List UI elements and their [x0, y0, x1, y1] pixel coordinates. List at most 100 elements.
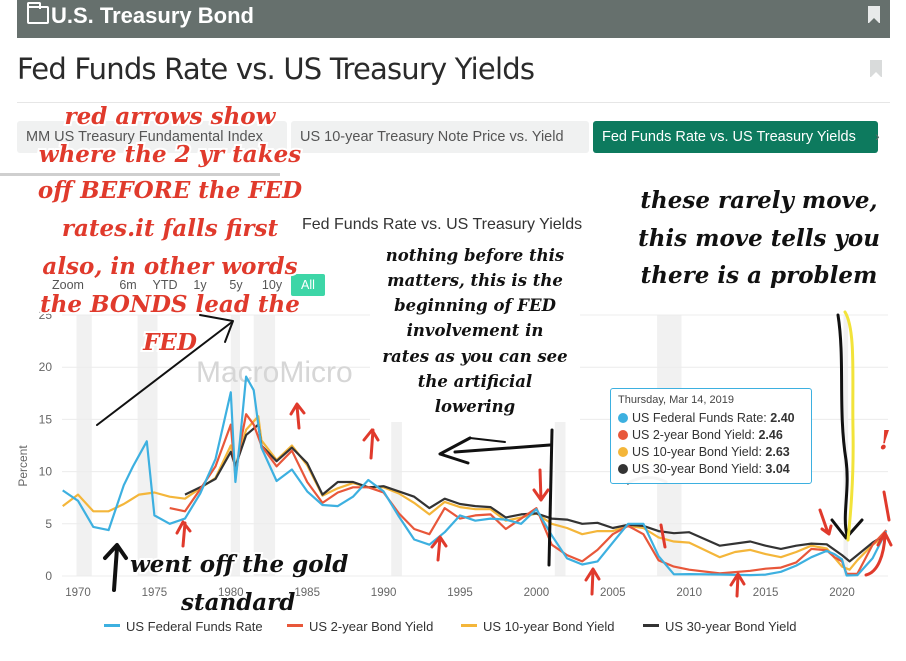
bookmark-icon[interactable] — [868, 6, 880, 24]
bookmark-icon[interactable] — [870, 60, 882, 78]
x-tick-label: 2005 — [600, 587, 626, 599]
red-arrow — [882, 490, 891, 522]
tooltip-label: US 30-year Bond Yield: — [632, 462, 766, 476]
red-arrow — [729, 572, 746, 598]
y-tick-label: 20 — [39, 360, 53, 374]
red-arrow — [864, 531, 893, 577]
tooltip-label: US Federal Funds Rate: — [632, 411, 771, 425]
annotation-line — [547, 428, 554, 567]
annotation-arrow — [199, 314, 234, 343]
divider — [17, 102, 890, 103]
annotation-text: went off the gold — [130, 551, 348, 578]
zoom-1y-button[interactable]: 1y — [193, 278, 207, 292]
watermark-text: MacroMicro — [196, 356, 353, 389]
series-line-0 — [62, 375, 888, 577]
red-arrow — [659, 523, 667, 549]
annotation-arrow — [469, 437, 506, 443]
x-tick-label: 1990 — [371, 587, 397, 599]
tooltip-label: US 10-year Bond Yield: — [632, 445, 766, 459]
x-tick-label: 2000 — [524, 587, 550, 599]
zoom-all-button[interactable]: All — [291, 274, 325, 296]
legend-item-10-year[interactable]: US 10-year Bond Yield — [461, 619, 615, 634]
recession-band — [76, 315, 92, 576]
red-arrow — [289, 402, 306, 430]
annotation-text: where the 2 yr takes — [39, 141, 301, 168]
legend-item-30-year[interactable]: US 30-year Bond Yield — [643, 619, 797, 634]
annotation-text: the BONDS lead the — [40, 291, 300, 318]
annotation-text: matters, this is the — [387, 271, 563, 290]
zoom-ytd-button[interactable]: YTD — [152, 278, 178, 292]
divider — [0, 173, 280, 176]
annotation-text: FED — [142, 329, 197, 356]
tab-mm-us-treasury-fundamental-index[interactable]: MM US Treasury Fundamental Index — [17, 121, 287, 153]
y-axis-label: Percent — [16, 445, 30, 487]
x-tick-label: 2015 — [753, 587, 779, 599]
annotation-text: there is a problem — [641, 262, 878, 289]
y-tick-label: 15 — [39, 412, 53, 426]
y-tick-label: 10 — [39, 465, 53, 479]
x-tick-label: 1995 — [447, 587, 473, 599]
legend-item-2-year[interactable]: US 2-year Bond Yield — [287, 619, 433, 634]
y-tick-label: 0 — [45, 569, 52, 583]
annotation-text: red arrows show — [65, 103, 277, 130]
x-tick-label: 1980 — [218, 587, 244, 599]
annotation-text: involvement in — [407, 321, 544, 340]
tooltip-row: US Federal Funds Rate: 2.40 — [618, 410, 804, 427]
tooltip-value: 3.04 — [765, 462, 790, 476]
series-dot — [618, 464, 628, 474]
x-tick-label: 1985 — [294, 587, 320, 599]
legend-item-fed-funds[interactable]: US Federal Funds Rate — [104, 619, 263, 634]
series-dot — [618, 430, 628, 440]
legend-label: US 2-year Bond Yield — [309, 619, 434, 634]
zoom-5y-button[interactable]: 5y — [229, 278, 243, 292]
red-arrow — [362, 428, 380, 460]
page-title: Fed Funds Rate vs. US Treasury Yields — [17, 52, 535, 86]
tooltip-value: 2.40 — [770, 411, 795, 425]
series-line-1 — [169, 413, 888, 575]
tab-fed-funds-vs-treasury-yields[interactable]: Fed Funds Rate vs. US Treasury Yields — [593, 121, 878, 153]
annotation-arrow — [453, 443, 552, 454]
x-tick-label: 1970 — [65, 587, 91, 599]
series-line-3 — [184, 423, 887, 563]
zoom-10y-button[interactable]: 10y — [261, 278, 283, 292]
tab-10-year-note-price-vs-yield[interactable]: US 10-year Treasury Note Price vs. Yield — [291, 121, 589, 153]
recession-band — [554, 315, 566, 576]
red-arrow — [584, 567, 601, 596]
annotation-box — [370, 240, 580, 422]
annotation-text: beginning of FED — [394, 296, 557, 315]
chart-tooltip: Thursday, Mar 14, 2019 US Federal Funds … — [610, 388, 812, 484]
tooltip-label: US 2-year Bond Yield: — [632, 428, 759, 442]
red-arrow — [532, 468, 550, 502]
folder-icon — [27, 2, 49, 24]
legend-label: US Federal Funds Rate — [126, 619, 263, 634]
red-arrow — [175, 520, 192, 548]
chart-title: Fed Funds Rate vs. US Treasury Yields — [302, 216, 583, 233]
legend-swatch — [461, 624, 477, 627]
red-arrow — [430, 535, 448, 562]
zoom-label: Zoom — [52, 278, 84, 292]
x-tick-label: 2020 — [829, 587, 855, 599]
zoom-6m-button[interactable]: 6m — [119, 278, 137, 292]
app-title: U.S. Treasury Bond — [51, 3, 254, 28]
legend-label: US 10-year Bond Yield — [483, 619, 615, 634]
annotation-text: rates.it falls first — [62, 215, 279, 242]
tooltip-value: 2.46 — [758, 428, 783, 442]
annotation-arrow — [836, 313, 849, 537]
annotation-text: these rarely move, — [640, 187, 877, 214]
annotation-text: nothing before this — [386, 246, 564, 265]
annotation-line — [843, 310, 855, 542]
tooltip-value: 2.63 — [765, 445, 790, 459]
annotation-arrow — [103, 543, 128, 560]
annotation-text: ! — [879, 426, 890, 456]
red-arrow — [818, 508, 833, 536]
y-tick-label: 25 — [39, 308, 53, 322]
legend-swatch — [104, 624, 120, 627]
tooltip-date: Thursday, Mar 14, 2019 — [618, 394, 734, 406]
tooltip-row: US 30-year Bond Yield: 3.04 — [618, 461, 804, 478]
legend-label: US 30-year Bond Yield — [665, 619, 797, 634]
annotation-text: also, in other words — [42, 253, 297, 280]
chevron-right-icon[interactable]: › — [875, 128, 880, 144]
legend-swatch — [643, 624, 659, 627]
annotation-text: rates as you can see — [382, 347, 567, 366]
annotation-text: standard — [180, 589, 295, 616]
